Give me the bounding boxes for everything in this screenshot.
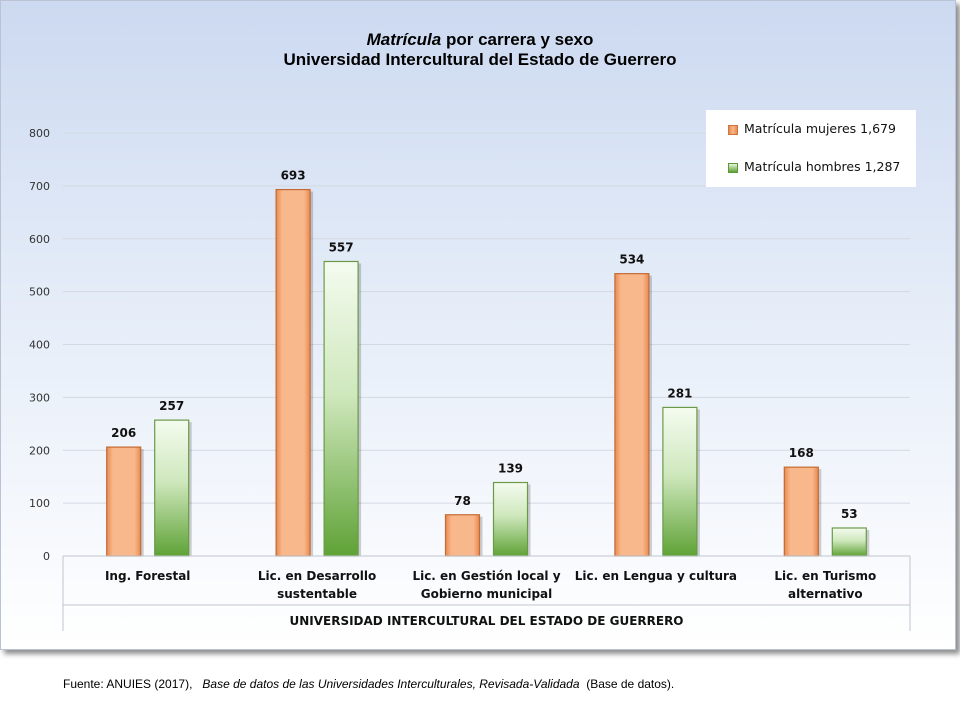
data-label-male: 281	[667, 386, 692, 400]
x-tick-label: Ing. Forestal	[105, 569, 190, 583]
bar-female	[106, 446, 142, 557]
bar-female	[444, 514, 481, 557]
legend-item-female: Matrícula mujeres 1,679	[728, 120, 896, 138]
bar-male	[154, 419, 190, 557]
x-tick-label: Gobierno municipal	[421, 587, 553, 601]
data-label-female: 693	[281, 169, 306, 183]
bar-female	[275, 188, 311, 557]
data-label-male: 557	[329, 240, 354, 254]
legend-item-male: Matrícula hombres 1,287	[728, 158, 900, 176]
y-tick-label: 400	[29, 339, 50, 352]
y-tick-label: 100	[29, 497, 50, 510]
legend-label-female: Matrícula mujeres 1,679	[744, 121, 896, 136]
data-label-male: 257	[159, 399, 184, 413]
data-label-female: 78	[454, 494, 471, 508]
source-suffix: (Base de datos).	[586, 677, 675, 691]
source-title: Base de datos de las Universidades Inter…	[202, 677, 580, 691]
data-label-male: 53	[841, 507, 858, 521]
legend-key-female	[728, 124, 738, 135]
bar-male	[662, 406, 698, 557]
y-tick-label: 200	[29, 444, 50, 457]
bar-female	[783, 466, 819, 557]
y-tick-label: 800	[29, 127, 50, 140]
y-tick-label: 0	[43, 550, 50, 563]
y-tick-label: 700	[29, 180, 50, 193]
y-tick-label: 500	[29, 286, 50, 299]
title-italic: Matrícula	[366, 30, 442, 49]
chart-title: Matrícula por carrera y sexo Universidad…	[0, 30, 960, 70]
title-rest: por carrera y sexo	[441, 30, 594, 49]
bar-male	[323, 260, 359, 557]
legend-key-male	[728, 162, 738, 173]
bar-female	[614, 273, 650, 557]
x-tick-label: Lic. en Desarrollo	[258, 569, 376, 583]
x-tick-label: alternativo	[788, 587, 863, 601]
source-note: Fuente: ANUIES (2017), Base de datos de …	[63, 677, 674, 691]
title-line2: Universidad Intercultural del Estado de …	[283, 50, 677, 69]
legend: Matrícula mujeres 1,679 Matrícula hombre…	[706, 110, 916, 187]
data-label-female: 534	[619, 253, 644, 267]
source-prefix: Fuente: ANUIES (2017),	[63, 677, 193, 691]
data-label-female: 168	[789, 446, 814, 460]
chart-plot: 206 257 693 557 78 139 534 281 168 53 0 100 200 300 4…	[29, 127, 911, 631]
x-tick-label: Lic. en Lengua y cultura	[575, 569, 737, 583]
data-label-female: 206	[111, 426, 136, 440]
x-tick-label: Lic. en Turismo	[774, 569, 876, 583]
data-label-male: 139	[498, 462, 523, 476]
x-tick-label: Lic. en Gestión local y	[412, 569, 560, 583]
y-tick-label: 300	[29, 391, 50, 404]
x-tick-label: sustentable	[277, 587, 357, 601]
legend-label-male: Matrícula hombres 1,287	[744, 159, 901, 174]
y-tick-label: 600	[29, 233, 50, 246]
bar-male	[492, 481, 529, 557]
x-group-label: UNIVERSIDAD INTERCULTURAL DEL ESTADO DE …	[289, 614, 683, 628]
bar-male	[831, 527, 867, 557]
